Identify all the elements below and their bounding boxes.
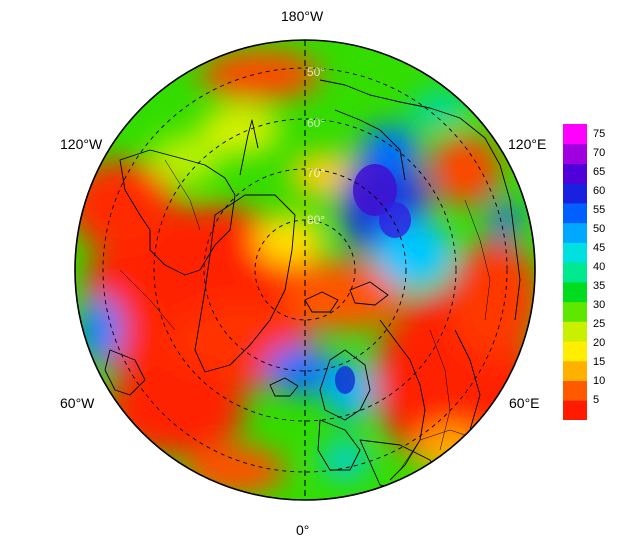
colorbar-segment (563, 143, 587, 164)
colorbar-segment (563, 222, 587, 243)
parallel-60 (153, 118, 457, 422)
colorbar-segment (563, 202, 587, 224)
parallel-70 (203, 168, 407, 372)
data-field (75, 40, 535, 500)
colorbar-segment (563, 242, 587, 263)
lat-label-60: 60° (307, 116, 325, 130)
colorbar-tick-label: 55 (593, 204, 606, 217)
colorbar-tick-label: 35 (593, 280, 606, 293)
colorbar-tick-label: 60 (593, 185, 606, 198)
colorbar-tick-label: 10 (593, 375, 606, 388)
colorbar-tick-label: 75 (593, 128, 606, 141)
coastlines (104, 79, 521, 491)
colorbar-tick-label: 5 (593, 394, 600, 407)
colorbar-tick-label: 15 (593, 356, 606, 369)
colorbar-tick-label: 45 (593, 242, 606, 255)
lon-label-60w: 60°W (60, 395, 95, 411)
colorbar-segment (563, 183, 587, 204)
lon-label-60e: 60°E (509, 395, 540, 411)
colorbar-segment (563, 380, 587, 401)
colorbar-segment (563, 301, 587, 322)
lon-label-0: 0° (296, 522, 310, 538)
parallel-50 (102, 67, 508, 473)
lat-label-70: 70° (307, 166, 325, 180)
colorbar-tick-label: 50 (593, 223, 606, 236)
colorbar-tick-label: 25 (593, 318, 606, 331)
colorbar-segment (563, 400, 587, 420)
colorbar-tick-label: 70 (593, 147, 606, 160)
colorbar-tick-label: 65 (593, 166, 606, 179)
colorbar-segment (563, 321, 587, 342)
colorbar-tick-label: 40 (593, 261, 606, 274)
colorbar-tick-label: 20 (593, 337, 606, 350)
lon-label-180w: 180°W (281, 8, 324, 24)
borders (119, 159, 491, 471)
map-boundary (74, 39, 536, 501)
lon-label-120e: 120°E (508, 136, 547, 152)
lat-label-80: 80° (307, 213, 325, 227)
colorbar-tick-label: 30 (593, 299, 606, 312)
colorbar-segment (563, 341, 587, 362)
colorbar-segment (563, 281, 587, 303)
colorbar-segment (563, 124, 587, 145)
colorbar (563, 124, 587, 420)
colorbar-segment (563, 163, 587, 184)
lon-label-120w: 120°W (60, 136, 103, 152)
lat-label-50: 50° (307, 65, 325, 79)
latitude-labels: 50° 60° 70° 80° (307, 65, 325, 227)
colorbar-segment (563, 262, 587, 283)
colorbar-segment (563, 360, 587, 382)
